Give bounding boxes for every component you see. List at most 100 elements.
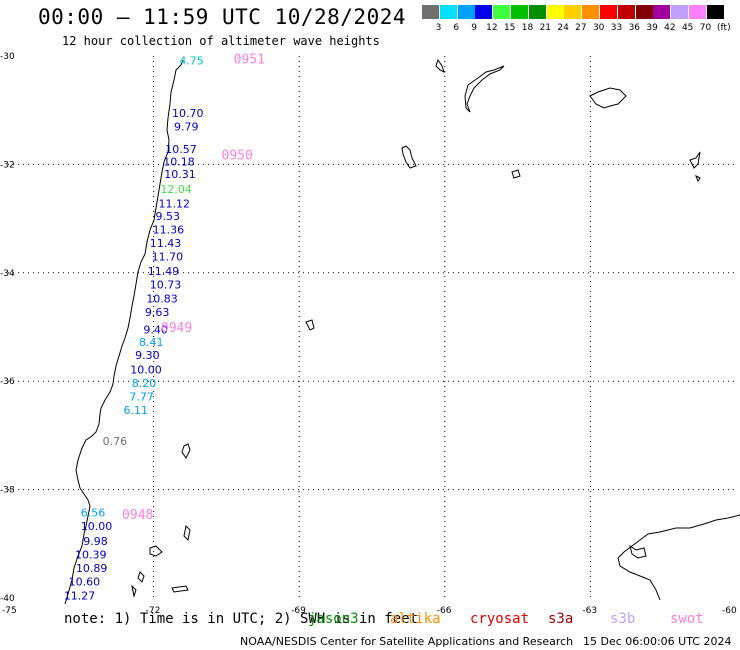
chile-coastline <box>64 59 184 605</box>
scale-tick-label: 45 <box>681 23 694 33</box>
page-title: 00:00 – 11:59 UTC 10/28/2024 <box>38 5 407 29</box>
pass-id-labels: 0951 0950 0949 0948 <box>122 53 265 523</box>
wave-height-value: 10.73 <box>150 279 182 292</box>
wave-height-value: 9.79 <box>174 120 199 133</box>
scale-tick-label: 12 <box>486 23 498 33</box>
scale-tick-label: 39 <box>646 23 658 33</box>
scale-swatch <box>689 5 706 19</box>
lat-tick-label: -38 <box>0 486 15 496</box>
wave-height-value: 9.63 <box>145 306 170 319</box>
wave-height-value: 11.27 <box>64 589 96 602</box>
scale-swatch <box>600 5 617 19</box>
wave-height-value: 10.57 <box>165 143 197 156</box>
note-text: note: 1) Time is in UTC; 2) SWH is in fe… <box>64 611 419 627</box>
scale-swatch <box>528 5 546 19</box>
scale-tick-label: 70 <box>699 23 712 33</box>
lake-mar-chiquita <box>589 87 627 109</box>
lon-tick-label: -60 <box>722 606 737 616</box>
lake-4 <box>511 169 521 179</box>
scale-tick-label: 21 <box>539 23 552 33</box>
scale-swatch <box>457 5 475 19</box>
lake-11 <box>137 571 145 583</box>
lon-tick-label: -75 <box>2 606 17 616</box>
lake-9 <box>183 524 191 542</box>
pass-id-label: 0949 <box>161 321 192 336</box>
wave-height-value: 12.04 <box>160 183 192 196</box>
lat-tick-label: -34 <box>0 269 15 279</box>
wave-height-value: 11.70 <box>152 251 184 264</box>
wave-height-value: 6.11 <box>124 404 149 417</box>
wave-height-value: 10.70 <box>172 107 204 120</box>
scale-swatch <box>653 5 671 19</box>
lake-7 <box>305 319 315 331</box>
scale-tick-label: 15 <box>503 23 516 33</box>
wave-height-value: 4.75 <box>179 54 204 67</box>
scale-tick-label: 18 <box>521 23 534 33</box>
wave-height-value: 7.77 <box>129 390 154 403</box>
wave-height-value: 0.76 <box>103 435 128 448</box>
scale-tick-label: 27 <box>575 23 587 33</box>
scale-tick-label: 24 <box>557 23 569 33</box>
lake-8 <box>181 443 191 459</box>
wave-height-value: 10.00 <box>81 520 113 533</box>
pass-id-label: 0950 <box>222 149 253 164</box>
lake-3 <box>401 145 417 169</box>
scale-tick-label: 42 <box>664 23 676 33</box>
satellite-s3a: s3a <box>548 611 574 627</box>
lon-tick-label: -72 <box>146 606 161 616</box>
lon-tick-label: -69 <box>291 606 306 616</box>
satellite-swot: swot <box>670 611 704 627</box>
footer-credit: NOAA/NESDIS Center for Satellite Applica… <box>240 635 574 648</box>
scale-unit-label: (ft) <box>717 23 731 33</box>
lat-tick-label: -30 <box>0 52 15 62</box>
footer-timestamp: 15 Dec 06:00:06 UTC 2024 <box>583 635 732 648</box>
lat-tick-label: -32 <box>0 160 15 170</box>
scale-tick-label: 3 <box>435 23 442 33</box>
satellite-altika: altika <box>390 611 441 627</box>
scale-tick-label: 6 <box>453 23 460 33</box>
wave-height-value: 9.53 <box>156 210 181 223</box>
scale-swatch <box>475 5 493 19</box>
scale-swatch <box>617 5 635 19</box>
coastline <box>64 58 740 605</box>
wave-height-value: 10.31 <box>164 168 196 181</box>
wave-height-value: 10.18 <box>163 156 195 169</box>
pass-id-label: 0951 <box>234 53 265 68</box>
scale-swatch <box>422 5 439 19</box>
satellite-cryosat: cryosat <box>470 611 530 627</box>
lon-tick-label: -66 <box>437 606 452 616</box>
wave-height-value: 8.20 <box>132 377 157 390</box>
wave-height-value: 9.30 <box>135 349 160 362</box>
scale-swatch <box>546 5 564 19</box>
wave-height-value: 10.00 <box>130 363 162 376</box>
satellite-s3b: s3b <box>610 611 636 627</box>
scale-swatch <box>564 5 582 19</box>
scale-swatch <box>671 5 689 19</box>
lake-2 <box>464 65 505 113</box>
lat-tick-label: -36 <box>0 377 15 387</box>
satellite-jason3: jason3 <box>308 611 359 627</box>
lat-tick-label: -40 <box>0 594 15 604</box>
scale-tick-label: 33 <box>610 23 623 33</box>
wave-height-value: 11.12 <box>158 197 190 210</box>
wave-height-value: 11.36 <box>153 223 185 236</box>
scale-swatch <box>706 5 724 19</box>
page-subtitle: 12 hour collection of altimeter wave hei… <box>62 34 380 48</box>
scale-swatch <box>635 5 653 19</box>
wave-height-value: 10.39 <box>75 549 107 562</box>
scale-swatch <box>511 5 528 19</box>
lake-6 <box>695 174 701 183</box>
lake-5 <box>689 151 701 169</box>
wave-height-value: 8.41 <box>139 336 164 349</box>
pass-id-label: 0948 <box>122 508 153 523</box>
scale-tick-label: 30 <box>592 23 605 33</box>
scale-swatch <box>582 5 600 19</box>
wave-height-value: 6.56 <box>81 506 106 519</box>
scale-swatch <box>493 5 511 19</box>
wave-height-value: 10.89 <box>76 562 108 575</box>
wave-height-value: 10.60 <box>69 576 101 589</box>
coast-fragment <box>629 544 647 559</box>
map-grid <box>8 56 736 598</box>
axis-labels: -30 -32 -34 -36 -38 -40 -75 -72 -69 -66 -63 -60 <box>0 52 737 616</box>
